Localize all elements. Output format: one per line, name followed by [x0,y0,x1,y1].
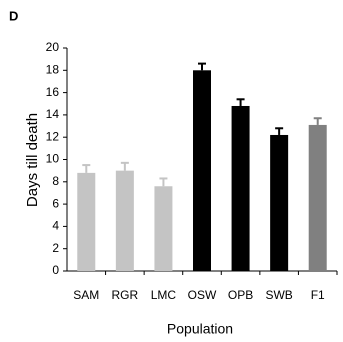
x-tick-label: F1 [311,288,325,302]
bar [77,172,96,271]
bar [270,134,289,271]
x-axis-label: Population [167,321,233,337]
y-axis-label: Days till death [24,113,41,207]
y-tick-label: 14 [46,107,60,121]
bar [308,124,327,271]
y-tick-label: 16 [46,85,60,99]
x-tick-label: OPB [228,288,253,302]
bar [231,105,250,271]
y-tick-label: 20 [46,40,60,54]
x-tick-label: SAM [73,288,99,302]
y-tick-label: 2 [52,241,59,255]
x-tick-label: SWB [265,288,292,302]
x-tick-label: LMC [151,288,177,302]
bar [154,186,173,271]
x-tick-label: OSW [188,288,217,302]
y-tick-label: 4 [52,219,59,233]
bar [193,70,211,271]
x-tick-label: RGR [112,288,139,302]
y-tick-label: 0 [52,263,59,277]
bar [115,170,134,271]
y-tick-label: 18 [46,62,60,76]
panel-label: D [9,8,18,23]
y-tick-label: 10 [46,152,60,166]
y-tick-label: 12 [46,129,60,143]
y-tick-label: 6 [52,196,59,210]
y-tick-label: 8 [52,174,59,188]
